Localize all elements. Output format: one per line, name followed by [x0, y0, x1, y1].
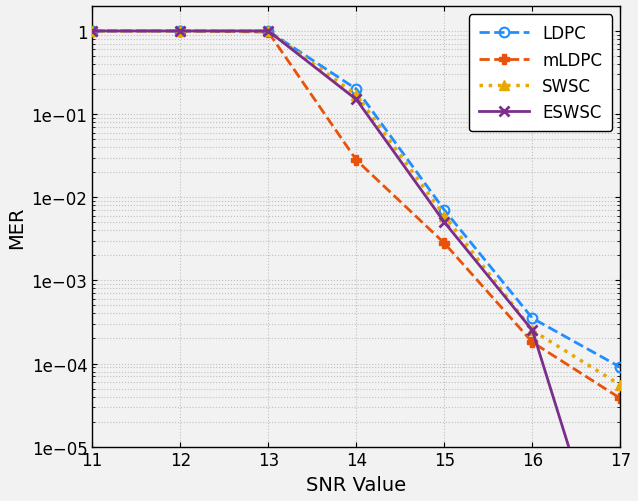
Line: ESWSC: ESWSC [87, 27, 625, 501]
SWSC [441, 213, 449, 219]
LDPC [265, 29, 272, 35]
SWSC [529, 328, 537, 334]
mLDPC [177, 29, 184, 35]
LDPC [89, 29, 96, 35]
SWSC [617, 382, 625, 388]
mLDPC [529, 340, 537, 346]
ESWSC [265, 29, 272, 35]
SWSC [265, 29, 272, 35]
ESWSC [441, 220, 449, 226]
Line: SWSC: SWSC [87, 27, 625, 390]
LDPC [353, 87, 360, 93]
mLDPC [89, 29, 96, 35]
ESWSC [529, 328, 537, 334]
SWSC [177, 29, 184, 35]
LDPC [177, 29, 184, 35]
mLDPC [441, 240, 449, 246]
mLDPC [353, 158, 360, 164]
LDPC [441, 208, 449, 214]
ESWSC [89, 29, 96, 35]
mLDPC [617, 396, 625, 402]
SWSC [353, 93, 360, 99]
LDPC [617, 365, 625, 371]
LDPC [529, 316, 537, 322]
Y-axis label: MER: MER [7, 205, 26, 248]
Line: mLDPC: mLDPC [87, 27, 625, 403]
Legend: LDPC, mLDPC, SWSC, ESWSC: LDPC, mLDPC, SWSC, ESWSC [469, 15, 612, 132]
ESWSC [177, 29, 184, 35]
Line: LDPC: LDPC [87, 27, 625, 372]
mLDPC [265, 30, 272, 36]
X-axis label: SNR Value: SNR Value [306, 475, 406, 494]
SWSC [89, 29, 96, 35]
ESWSC [353, 97, 360, 103]
